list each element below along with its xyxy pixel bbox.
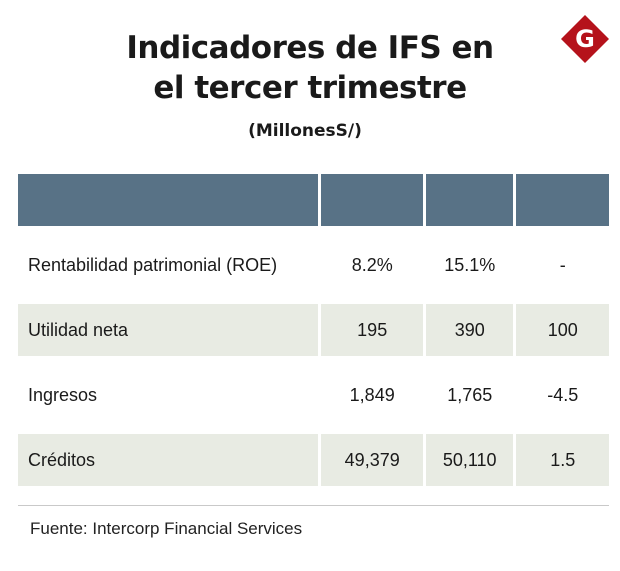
table-cell: 195	[321, 304, 423, 356]
gestion-logo-icon: G	[561, 15, 609, 63]
header-cell	[516, 174, 609, 226]
chart-subtitle: (MillonesS/)	[248, 121, 362, 141]
table-cell: 100	[516, 304, 609, 356]
table-cell: 1,849	[349, 384, 395, 405]
table-cell: 390	[425, 304, 514, 356]
table-cell: 50,110	[425, 434, 514, 486]
row-label: Utilidad neta	[18, 304, 319, 356]
table-cell: 8.2%	[351, 254, 393, 275]
footer-divider	[18, 505, 609, 506]
header-cell	[321, 174, 423, 226]
title-line-1: Indicadores de IFS en	[126, 30, 494, 66]
table-cell: 15.1%	[444, 254, 496, 275]
row-label: Rentabilidad patrimonial (ROE)	[28, 254, 278, 275]
table-cell: 1,765	[447, 384, 493, 405]
title-line-2: el tercer trimestre	[153, 70, 467, 106]
table-cell: -4.5	[547, 384, 579, 405]
row-label: Ingresos	[28, 384, 98, 405]
table-cell: -	[559, 254, 566, 275]
header-cell	[425, 174, 514, 226]
table-row: Créditos 49,379 50,110 1.5	[18, 434, 609, 486]
table-cell: 49,379	[321, 434, 423, 486]
table-row: Rentabilidad patrimonial (ROE) 8.2% 15.1…	[18, 239, 609, 291]
chart-title: Indicadores de IFS en el tercer trimestr…	[0, 28, 620, 108]
row-label: Créditos	[18, 434, 319, 486]
table-header-row	[18, 174, 609, 226]
header-cell	[18, 174, 319, 226]
source-note: Fuente: Intercorp Financial Services	[30, 519, 303, 538]
table-cell: 1.5	[516, 434, 609, 486]
logo-letter: G	[575, 25, 595, 53]
indicators-table: Rentabilidad patrimonial (ROE) 8.2% 15.1…	[18, 174, 609, 499]
table-row: Utilidad neta 195 390 100	[18, 304, 609, 356]
table-row: Ingresos 1,849 1,765 -4.5	[18, 369, 609, 421]
